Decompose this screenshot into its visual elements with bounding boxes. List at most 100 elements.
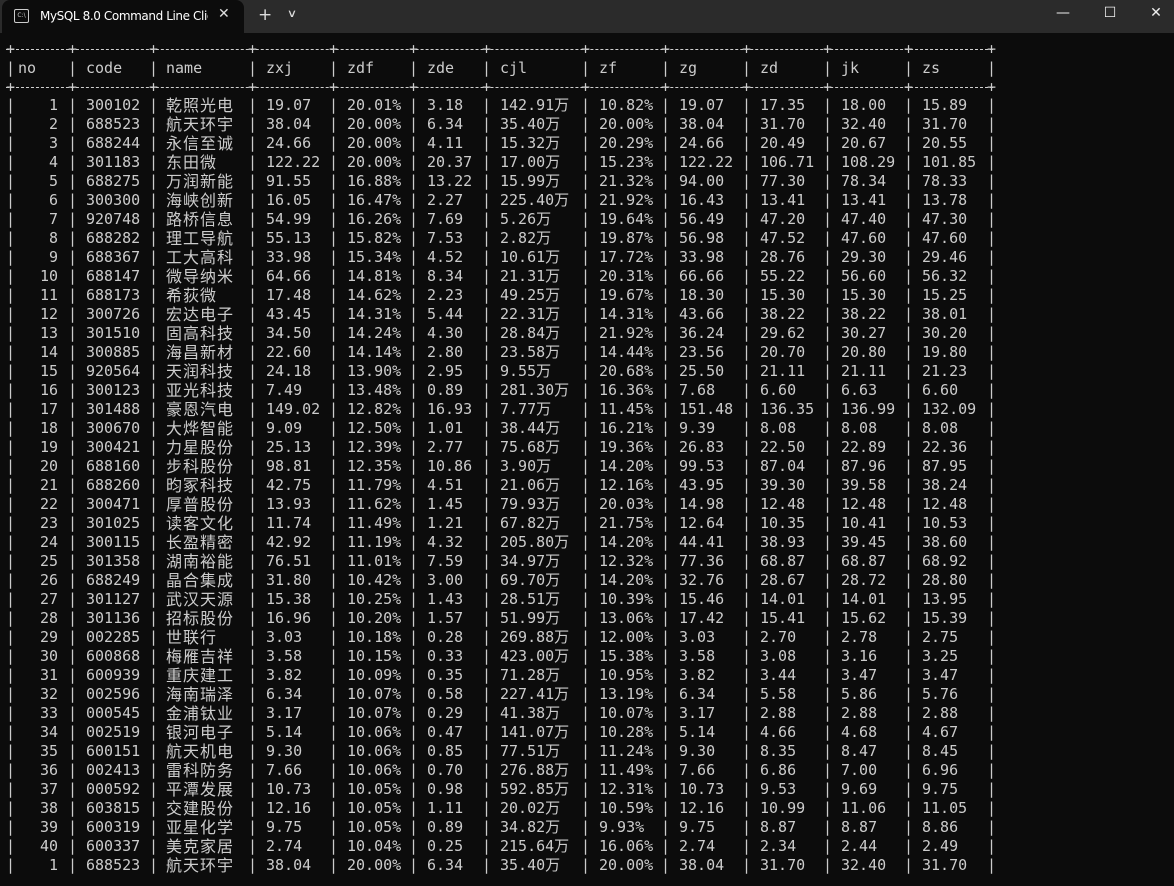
column-separator: | (248, 761, 258, 779)
column-separator: | (149, 343, 159, 361)
column-separator: | (248, 723, 258, 741)
cell-no: 10 (39, 267, 58, 285)
column-separator: | (581, 609, 591, 627)
column-separator: | (661, 742, 671, 760)
column-separator: | (742, 609, 752, 627)
cell-no: 5 (48, 172, 58, 190)
column-separator: | (68, 704, 78, 722)
column-separator: | (987, 514, 997, 532)
cell-zde: 8.34 (427, 267, 464, 285)
column-separator: | (904, 267, 914, 285)
cell-cjl: 10.61万 (500, 248, 561, 266)
cell-zxj: 5.14 (266, 723, 303, 741)
column-separator: | (581, 476, 591, 494)
column-separator: | (581, 742, 591, 760)
cell-zd: 28.76 (760, 248, 806, 266)
column-separator: | (987, 419, 997, 437)
cell-zdf: 16.47% (347, 191, 402, 209)
column-separator: | (6, 457, 16, 475)
cell-zxj: 13.93 (266, 495, 312, 513)
cell-code: 000545 (86, 704, 141, 722)
cell-code: 300123 (86, 381, 141, 399)
column-separator: | (68, 552, 78, 570)
close-icon[interactable]: ✕ (1150, 5, 1162, 21)
column-separator: | (68, 476, 78, 494)
cell-zde: 2.95 (427, 362, 464, 380)
minimize-icon[interactable]: — (1056, 5, 1070, 21)
cell-code: 000592 (86, 780, 141, 798)
column-separator: | (482, 229, 492, 247)
column-separator: | (581, 286, 591, 304)
column-separator: | (68, 229, 78, 247)
table-row: | | | | | | | | | | | | | 31 600939 重庆建工 3.82 10.09% 0.35 7… (0, 666, 1000, 685)
column-separator: | (6, 153, 16, 171)
column-separator: | (904, 628, 914, 646)
column-separator: | (248, 286, 258, 304)
column-separator: | (6, 514, 16, 532)
cell-zxj: 9.09 (266, 419, 303, 437)
column-separator: | (409, 533, 419, 551)
cell-code: 300471 (86, 495, 141, 513)
column-separator: | (248, 153, 258, 171)
cell-no: 1 (48, 856, 58, 874)
column-separator: | (661, 134, 671, 152)
cell-zs: 12.48 (922, 495, 968, 513)
column-separator: | (149, 856, 159, 874)
column-separator: | (248, 229, 258, 247)
cell-zdf: 10.09% (347, 666, 402, 684)
cell-no: 15 (39, 362, 58, 380)
column-separator: | (581, 343, 591, 361)
column-separator: | (904, 647, 914, 665)
cell-name: 东田微 (166, 153, 218, 172)
maximize-icon[interactable]: ☐ (1103, 5, 1117, 21)
table-row: | | | | | | | | | | | | | 8 688282 理工导航 55.13 15.82% 7.53 2… (0, 229, 1000, 248)
tab-close-icon[interactable]: ✕ (218, 6, 230, 22)
column-separator: | (904, 856, 914, 874)
column-separator: | (248, 856, 258, 874)
border-corner: + (68, 78, 78, 96)
column-separator: | (987, 381, 997, 399)
cell-zs: 15.89 (922, 96, 968, 114)
header-zxj: zxj (266, 59, 294, 77)
border-corner: + (6, 78, 16, 96)
cell-zd: 4.66 (760, 723, 797, 741)
column-separator: | (742, 172, 752, 190)
column-separator: | (742, 666, 752, 684)
column-separator: | (149, 590, 159, 608)
cell-zdf: 11.49% (347, 514, 402, 532)
terminal-output[interactable]: + + + + + + + + + + + + + | | | | | | | | | | | | | no code name zxj z… (0, 33, 1174, 886)
column-separator: | (6, 229, 16, 247)
column-separator: | (149, 400, 159, 418)
column-separator: | (581, 856, 591, 874)
column-separator: | (248, 59, 258, 77)
column-separator: | (409, 495, 419, 513)
terminal-tab[interactable]: C:\ MySQL 8.0 Command Line Clie ✕ (2, 0, 244, 33)
cell-jk: 47.40 (841, 210, 887, 228)
cell-no: 20 (39, 457, 58, 475)
cell-zdf: 11.62% (347, 495, 402, 513)
column-separator: | (68, 59, 78, 77)
tab-dropdown-chevron-icon[interactable]: ∨ (286, 7, 298, 20)
column-separator: | (904, 305, 914, 323)
cell-zdf: 16.88% (347, 172, 402, 190)
column-separator: | (248, 324, 258, 342)
column-separator: | (482, 324, 492, 342)
cell-cjl: 75.68万 (500, 438, 561, 456)
cell-zg: 151.48 (679, 400, 734, 418)
table-row: | | | | | | | | | | | | | 1 300102 乾照光电 19.07 20.01% 3.18 1… (0, 96, 1000, 115)
column-separator: | (6, 704, 16, 722)
column-separator: | (987, 134, 997, 152)
cell-zde: 5.44 (427, 305, 464, 323)
cell-code: 688282 (86, 229, 141, 247)
column-separator: | (6, 799, 16, 817)
cell-zde: 7.59 (427, 552, 464, 570)
column-separator: | (149, 495, 159, 513)
column-separator: | (409, 172, 419, 190)
cell-zd: 87.04 (760, 457, 806, 475)
column-separator: | (661, 647, 671, 665)
cell-zf: 11.24% (599, 742, 654, 760)
cell-zxj: 3.17 (266, 704, 303, 722)
column-separator: | (409, 134, 419, 152)
cell-no: 12 (39, 305, 58, 323)
new-tab-button[interactable]: + (258, 5, 273, 25)
